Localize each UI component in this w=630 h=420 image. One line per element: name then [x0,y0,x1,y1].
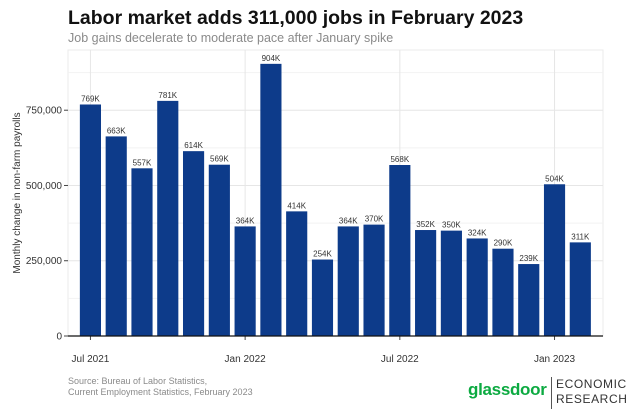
bar [415,230,437,336]
bar [311,259,334,336]
bar-value-label: 311K [571,232,590,241]
y-tick-label: 750,000 [26,106,63,117]
source-line-1: Source: Bureau of Labor Statistics, [68,376,208,386]
unit-line-1: ECONOMIC [556,377,627,391]
bar-value-label: 904K [262,54,281,63]
y-tick-label: 0 [56,332,62,343]
bar [286,211,308,336]
bar-value-label: 254K [313,250,332,259]
bar-chart: 0 250,000 500,000 750,000 Jul 2021 Jan 2022 Ju… [12,49,604,365]
x-tick-label: Jul 2021 [72,354,110,365]
bar-value-label: 364K [236,216,255,225]
bar-value-label: 290K [494,239,513,248]
bar [260,63,282,336]
x-tick-label: Jan 2022 [225,354,267,365]
source-line-2: Current Employment Statistics, February … [68,387,253,397]
bar [337,226,359,336]
bar [363,224,385,336]
bar-value-label: 568K [390,155,409,164]
bar [440,230,462,336]
bar-value-label: 781K [158,91,177,100]
bar [234,226,256,336]
bar [105,136,127,336]
chart-subtitle: Job gains decelerate to moderate pace af… [68,31,394,45]
bar-value-label: 663K [107,126,126,135]
x-tick-label: Jul 2022 [381,354,419,365]
bar [182,151,205,336]
bar [466,238,488,336]
logo-divider [551,377,552,409]
bar-value-label: 614K [184,141,203,150]
economic-research-label: ECONOMIC RESEARCH [556,377,627,407]
x-tick-label: Jan 2023 [534,354,576,365]
bar-value-label: 350K [442,221,461,230]
bar [569,242,591,336]
bar-value-label: 370K [365,215,384,224]
bar-value-label: 352K [416,220,435,229]
bar-value-label: 569K [210,155,229,164]
bar [157,100,179,336]
y-tick-label: 500,000 [26,181,63,192]
bar-value-label: 504K [545,174,564,183]
bar [79,104,102,336]
bar [518,264,540,336]
bar-value-label: 324K [468,228,487,237]
bar [389,165,411,336]
y-tick-label: 250,000 [26,256,63,267]
bar [492,248,514,336]
bar [208,164,230,336]
y-axis-label: Monthly change in non-farm payrolls [12,112,23,273]
glassdoor-wordmark: glassdoor [468,380,547,399]
bar-value-label: 364K [339,216,358,225]
bar [131,168,153,336]
source-note: Source: Bureau of Labor Statistics, Curr… [68,376,253,398]
bar-value-label: 414K [287,201,306,210]
bar-value-label: 769K [81,94,100,103]
chart-title: Labor market adds 311,000 jobs in Februa… [68,7,524,29]
bar-value-label: 557K [133,158,152,167]
bar [543,184,566,336]
bar-value-label: 239K [519,254,538,263]
unit-line-2: RESEARCH [556,392,628,406]
